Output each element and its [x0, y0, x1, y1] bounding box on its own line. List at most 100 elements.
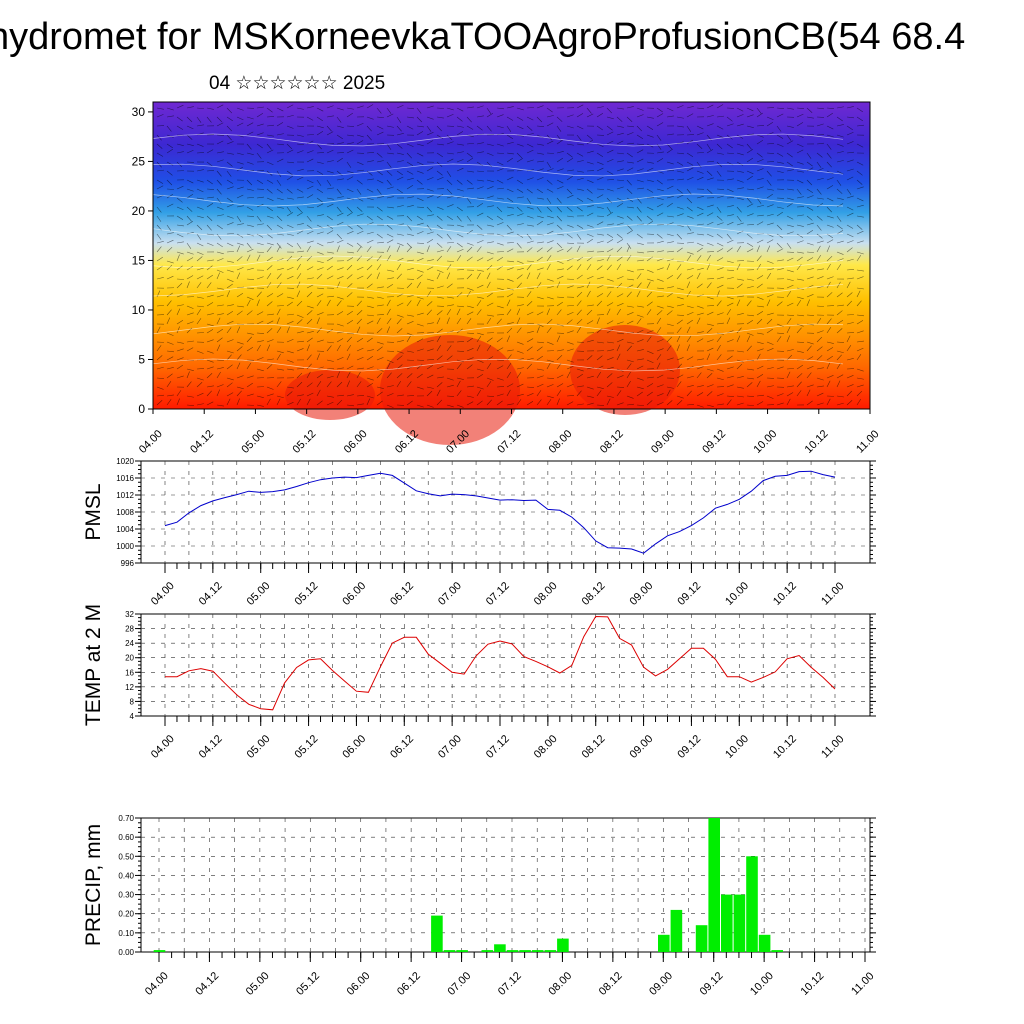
cross-xtick-label: 04.00 — [137, 428, 165, 456]
precip-ytick-label: 0.60 — [118, 833, 134, 842]
temp-ytick-label: 16 — [125, 668, 134, 677]
precip-bar — [431, 915, 443, 952]
cross-xtick-label: 06.00 — [342, 428, 370, 456]
cross-ytick-label: 5 — [138, 352, 145, 366]
cross-ytick-label: 15 — [132, 253, 146, 267]
cross-ytick-label: 20 — [132, 204, 146, 218]
precip-bar — [746, 856, 758, 952]
cross-xtick-label: 04.12 — [188, 428, 216, 456]
page-title: hydromet for MSKorneevkaTOOAgroProfusion… — [0, 16, 966, 58]
precip-xtick-label: 11.00 — [849, 970, 876, 997]
temp-xtick-label: 10.00 — [723, 733, 751, 761]
precip-ytick-label: 0.50 — [118, 852, 134, 861]
precip-xtick-label: 10.12 — [798, 970, 826, 998]
cross-section-field — [153, 102, 870, 409]
precip-bar — [758, 934, 771, 952]
temp-xtick-label: 08.00 — [532, 733, 560, 761]
temp-xtick-label: 07.00 — [436, 733, 464, 761]
temp-frame — [140, 613, 871, 717]
page-subtitle: 04 ☆☆☆☆☆☆ 2025 — [209, 73, 386, 94]
precip-bar — [670, 909, 683, 952]
pmsl-xtick-label: 04.12 — [197, 580, 225, 608]
pmsl-xtick-label: 06.12 — [388, 580, 416, 608]
cross-xtick-label: 10.12 — [803, 428, 831, 456]
temp-axis-title: TEMP at 2 M — [82, 604, 105, 726]
precip-frame — [140, 817, 871, 953]
cross-ytick-label: 25 — [132, 154, 146, 168]
pmsl-ytick-label: 1008 — [116, 508, 134, 517]
precip-xtick-label: 05.12 — [294, 970, 322, 998]
temp-ytick-label: 28 — [125, 625, 134, 634]
precip-ytick-label: 0.00 — [118, 948, 134, 957]
temp-ytick-label: 20 — [125, 654, 134, 663]
pmsl-ytick-label: 1000 — [116, 542, 134, 551]
precip-bar — [557, 938, 569, 952]
temp-xtick-label: 06.12 — [388, 733, 416, 761]
precip-bar — [443, 950, 456, 952]
precip-bar — [531, 950, 544, 952]
cross-xtick-label: 07.12 — [495, 428, 523, 456]
temp-xtick-label: 09.00 — [627, 733, 655, 761]
warm-core-0 — [380, 335, 520, 445]
precip-bar — [733, 894, 746, 952]
precip-ytick-label: 0.20 — [118, 910, 134, 919]
cross-ytick-label: 30 — [132, 105, 146, 119]
precip-ytick-label: 0.70 — [118, 814, 134, 823]
precip-xtick-label: 06.12 — [395, 970, 423, 998]
temp-xtick-label: 10.12 — [771, 733, 799, 761]
temp-xtick-label: 11.00 — [819, 733, 846, 760]
pmsl-ytick-label: 1016 — [116, 474, 134, 483]
cross-xtick-label: 11.00 — [854, 428, 881, 455]
pmsl-xtick-label: 10.12 — [771, 580, 799, 608]
pmsl-xtick-label: 08.00 — [532, 580, 560, 608]
precip-bar — [708, 818, 720, 952]
pmsl-xtick-label: 10.00 — [723, 580, 751, 608]
pmsl-series-line — [164, 470, 836, 554]
cross-xtick-label: 10.00 — [751, 428, 779, 456]
temp-xtick-label: 05.12 — [292, 733, 320, 761]
wind-barbs — [156, 104, 865, 408]
precip-bar — [544, 950, 557, 952]
precip-xtick-label: 06.00 — [345, 970, 373, 998]
precip-xtick-label: 10.00 — [748, 970, 776, 998]
cross-xtick-label: 05.00 — [239, 428, 267, 456]
pmsl-ytick-label: 1020 — [116, 457, 134, 466]
pmsl-axis-title: PMSL — [82, 483, 105, 540]
precip-xtick-label: 09.00 — [647, 970, 675, 998]
temp-xtick-label: 06.00 — [340, 733, 368, 761]
precip-bar — [153, 950, 166, 952]
temp-series-line — [165, 615, 836, 711]
precip-bar — [658, 934, 670, 952]
temp-xtick-label: 07.12 — [484, 733, 512, 761]
cross-xtick-label: 09.00 — [649, 428, 677, 456]
precip-ytick-label: 0.10 — [118, 929, 134, 938]
pmsl-frame — [140, 460, 871, 564]
temp-xtick-label: 04.00 — [149, 733, 177, 761]
pmsl-ytick-label: 996 — [121, 559, 135, 568]
cross-xtick-label: 09.12 — [700, 428, 728, 456]
cross-ytick-label: 0 — [138, 402, 145, 416]
precip-xtick-label: 09.12 — [698, 970, 726, 998]
precip-xtick-label: 08.12 — [597, 970, 625, 998]
cross-xtick-label: 08.12 — [598, 428, 626, 456]
cross-xtick-label: 08.00 — [547, 428, 575, 456]
temp-ytick-label: 8 — [130, 697, 135, 706]
precip-bar — [506, 950, 519, 952]
pmsl-xtick-label: 04.00 — [149, 580, 177, 608]
precip-bar — [519, 950, 531, 952]
warm-core-2 — [285, 370, 375, 420]
precip-ytick-label: 0.30 — [118, 891, 134, 900]
precip-axis-title: PRECIP, mm — [82, 824, 105, 946]
pmsl-grid — [141, 461, 870, 563]
precip-grid — [141, 818, 870, 952]
temp-ytick-label: 24 — [125, 639, 134, 648]
precip-bar — [771, 950, 783, 952]
pmsl-xtick-label: 05.12 — [292, 580, 320, 608]
pmsl-xtick-label: 07.00 — [436, 580, 464, 608]
pmsl-xtick-label: 09.00 — [627, 580, 655, 608]
precip-xtick-label: 05.00 — [244, 970, 272, 998]
temp-xtick-label: 05.00 — [245, 733, 273, 761]
temp-ytick-label: 12 — [125, 683, 134, 692]
precip-bar — [456, 950, 468, 952]
